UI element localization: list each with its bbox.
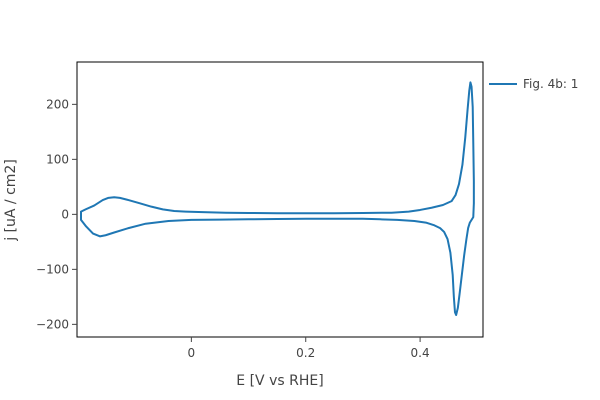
y-tick-label: 200 — [46, 97, 69, 111]
y-tick-label: −200 — [36, 317, 69, 331]
x-tick-label: 0 — [188, 346, 196, 360]
legend-label: Fig. 4b: 1 — [523, 77, 578, 91]
legend: Fig. 4b: 1 — [489, 77, 578, 91]
plot-area — [76, 61, 484, 338]
series-layer — [80, 81, 475, 316]
x-axis-title: E [V vs RHE] — [236, 373, 323, 389]
x-axis-ticks: 0 0.2 0.4 — [188, 337, 430, 360]
y-axis-title: j [uA / cm2] — [3, 159, 19, 242]
y-tick-label: 0 — [61, 207, 69, 221]
x-tick-label: 0.2 — [296, 346, 315, 360]
y-axis-ticks: −200 −100 0 100 200 — [36, 97, 77, 331]
x-tick-label: 0.4 — [411, 346, 430, 360]
y-tick-label: −100 — [36, 262, 69, 276]
y-tick-label: 100 — [46, 152, 69, 166]
series-line-0 — [80, 81, 475, 316]
